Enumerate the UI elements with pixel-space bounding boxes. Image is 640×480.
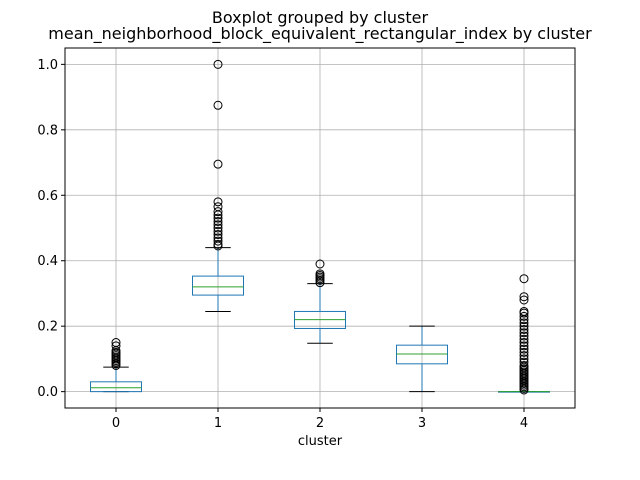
outlier-point — [213, 216, 223, 226]
y-tick-label: 1.0 — [37, 58, 58, 73]
outlier-point — [213, 159, 223, 169]
outlier-point — [111, 338, 121, 348]
x-tick-label: 3 — [418, 416, 426, 431]
outlier-point — [315, 259, 325, 269]
outlier-point — [213, 223, 223, 233]
box-1 — [192, 275, 244, 296]
outlier-point — [519, 274, 529, 284]
outlier-point — [519, 328, 529, 338]
outlier-point — [213, 213, 223, 223]
outlier-point — [213, 233, 223, 243]
outlier-point — [519, 334, 529, 344]
outlier-point — [213, 207, 223, 217]
outlier-point — [519, 306, 529, 316]
outlier-point — [519, 318, 529, 328]
outlier-point — [213, 197, 223, 207]
chart-title: mean_neighborhood_block_equivalent_recta… — [48, 24, 592, 43]
x-tick-label: 4 — [520, 416, 528, 431]
outlier-point — [213, 239, 223, 249]
outlier-point — [519, 360, 529, 370]
x-tick-label: 1 — [214, 416, 222, 431]
chart-suptitle: Boxplot grouped by cluster — [211, 8, 429, 27]
box-0 — [90, 381, 142, 393]
outlier-point — [519, 341, 529, 351]
y-tick-label: 0.2 — [37, 320, 58, 335]
outlier-point — [213, 100, 223, 110]
outlier-point — [519, 338, 529, 348]
outlier-point — [315, 278, 325, 288]
y-tick-label: 0.8 — [37, 123, 58, 138]
outlier-point — [213, 220, 223, 230]
outlier-point — [519, 295, 529, 305]
outlier-point — [213, 226, 223, 236]
outlier-point — [519, 351, 529, 361]
outlier-point — [213, 236, 223, 246]
outlier-point — [519, 344, 529, 354]
outlier-point — [519, 321, 529, 331]
outlier-point — [111, 341, 121, 351]
outlier-point — [519, 354, 529, 364]
y-tick-label: 0.4 — [37, 254, 58, 269]
y-tick-label: 0.0 — [37, 385, 58, 400]
x-tick-label: 0 — [112, 416, 120, 431]
outlier-point — [519, 324, 529, 334]
x-tick-label: 2 — [316, 416, 324, 431]
outlier-point — [519, 331, 529, 341]
outlier-point — [519, 311, 529, 321]
outlier-point — [213, 230, 223, 240]
outlier-point — [213, 59, 223, 69]
outlier-point — [519, 357, 529, 367]
x-axis-label: cluster — [297, 434, 343, 449]
outlier-point — [315, 269, 325, 279]
outlier-point — [213, 202, 223, 212]
outlier-point — [519, 347, 529, 357]
outlier-point — [519, 292, 529, 302]
y-tick-label: 0.6 — [37, 189, 58, 204]
